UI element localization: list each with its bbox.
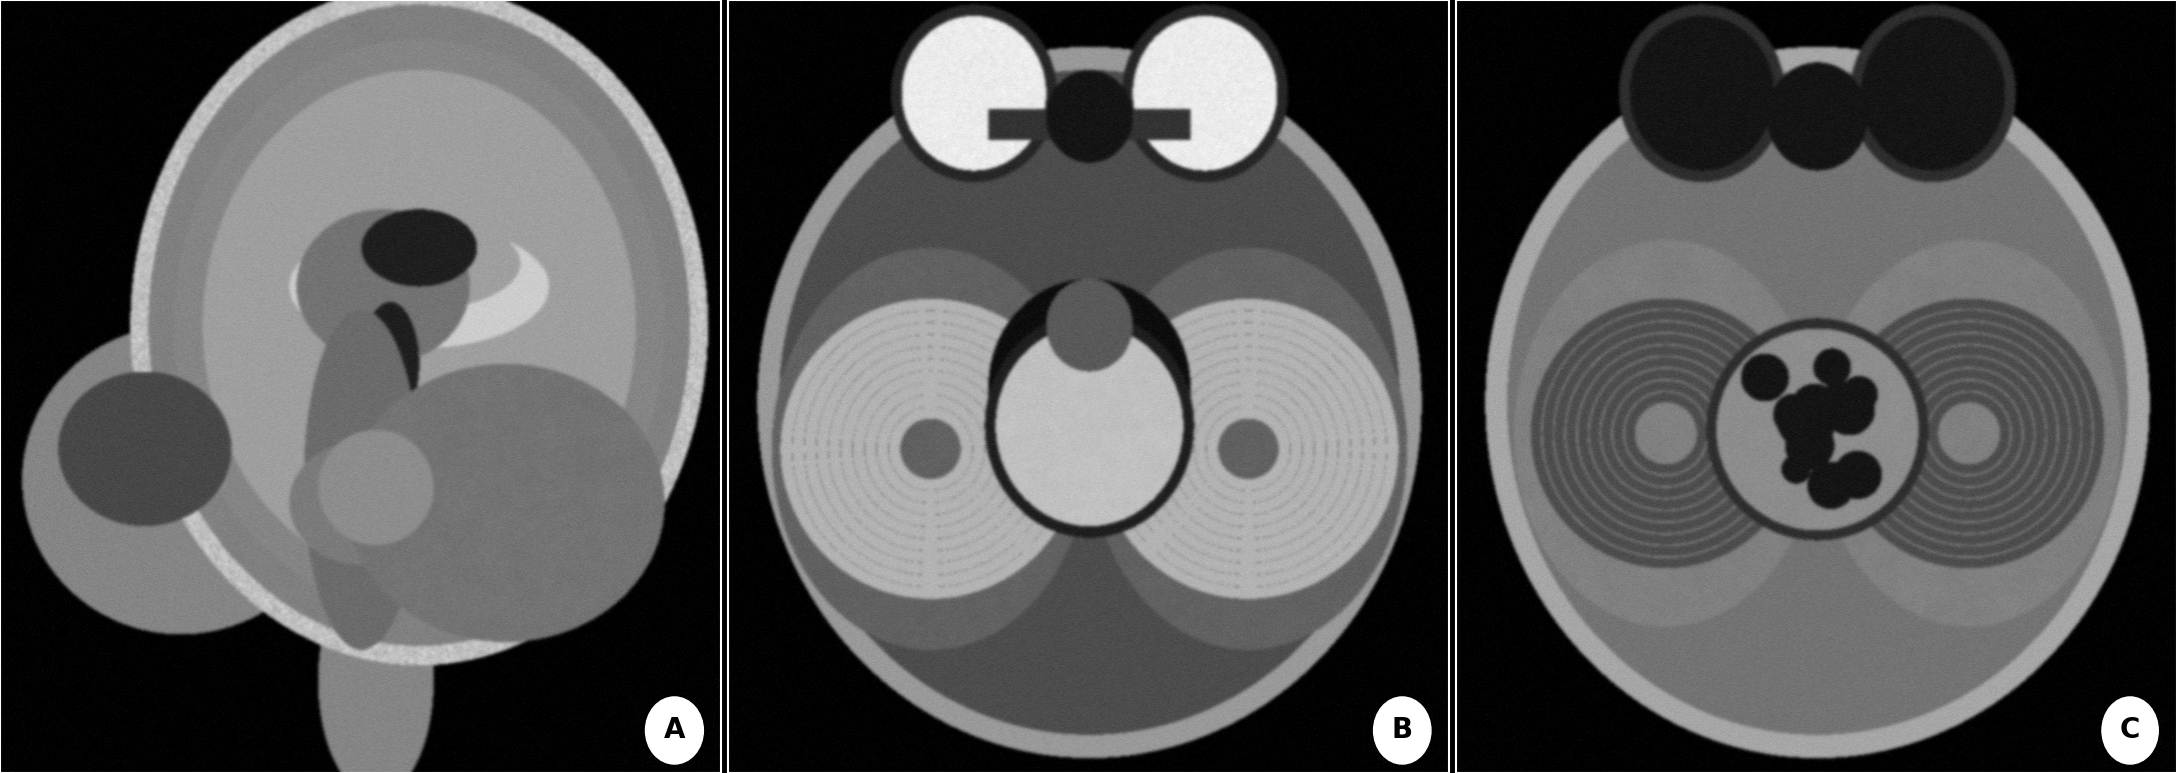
Text: B: B	[1391, 717, 1413, 744]
Text: A: A	[664, 717, 686, 744]
Text: C: C	[2120, 717, 2140, 744]
